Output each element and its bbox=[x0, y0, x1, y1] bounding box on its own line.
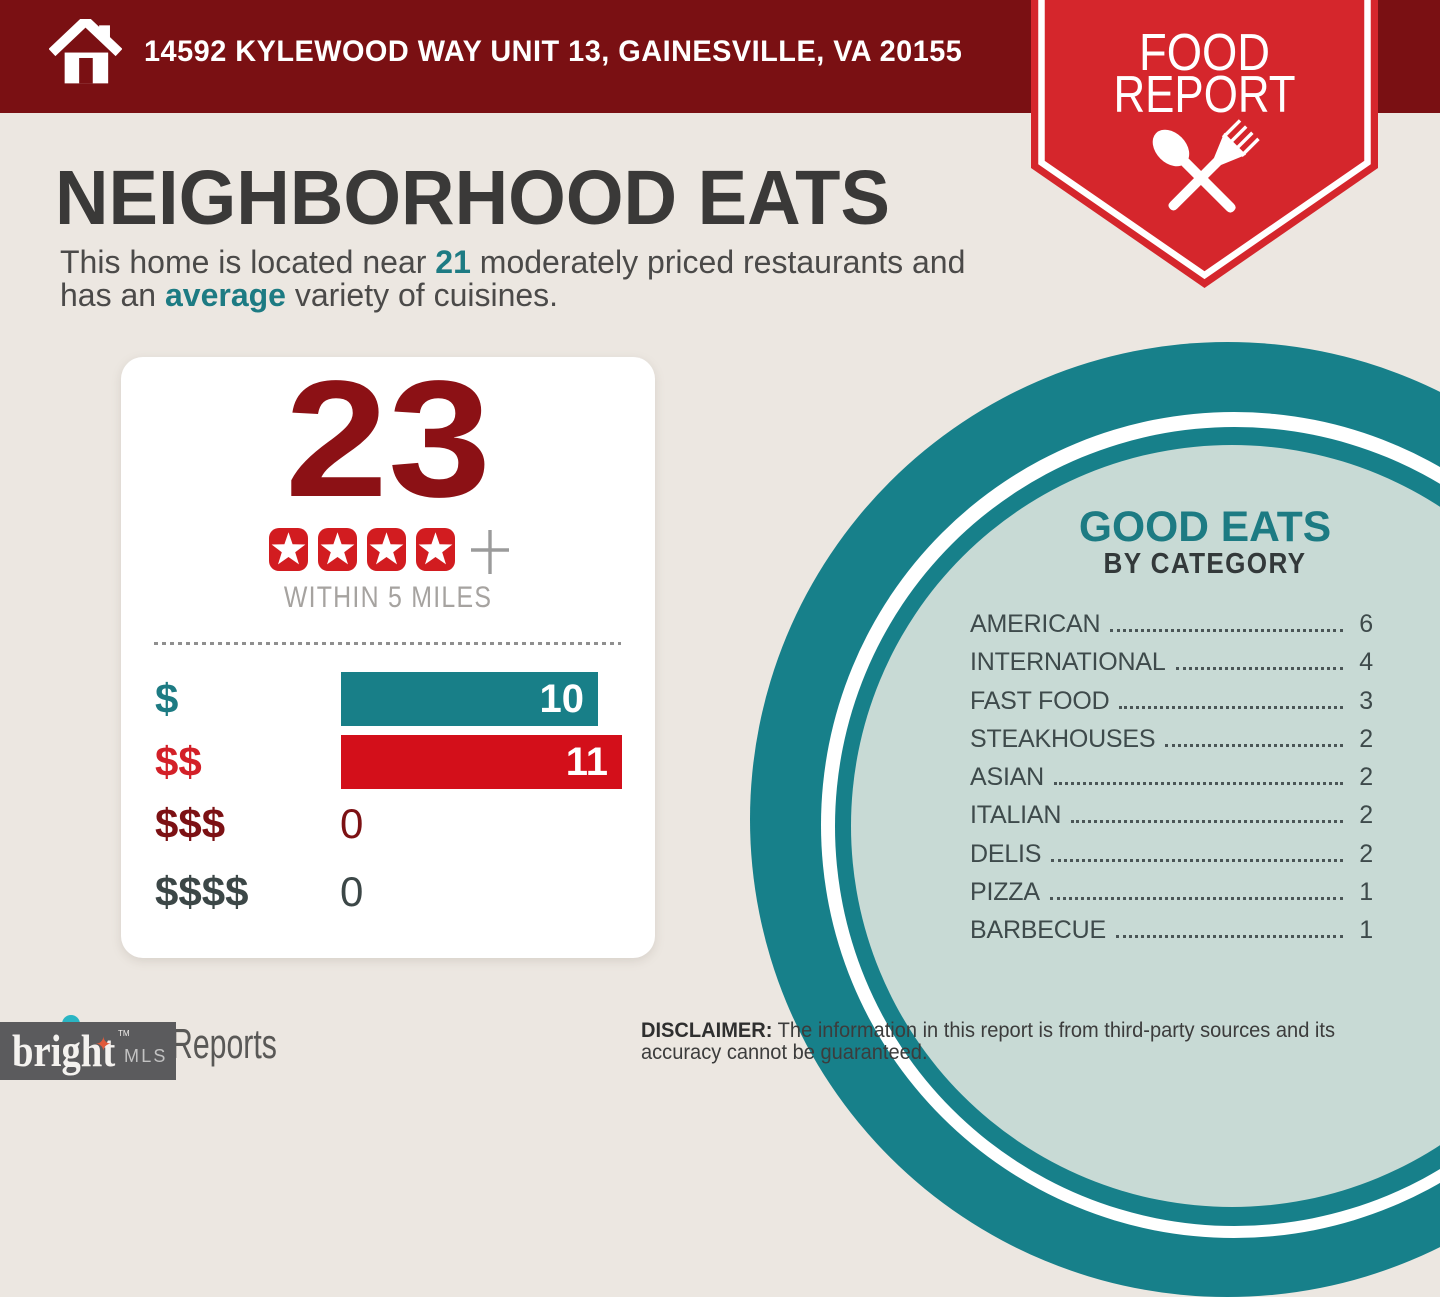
svg-text:REPORT: REPORT bbox=[1114, 66, 1296, 124]
svg-text:FOOD: FOOD bbox=[1139, 24, 1270, 82]
